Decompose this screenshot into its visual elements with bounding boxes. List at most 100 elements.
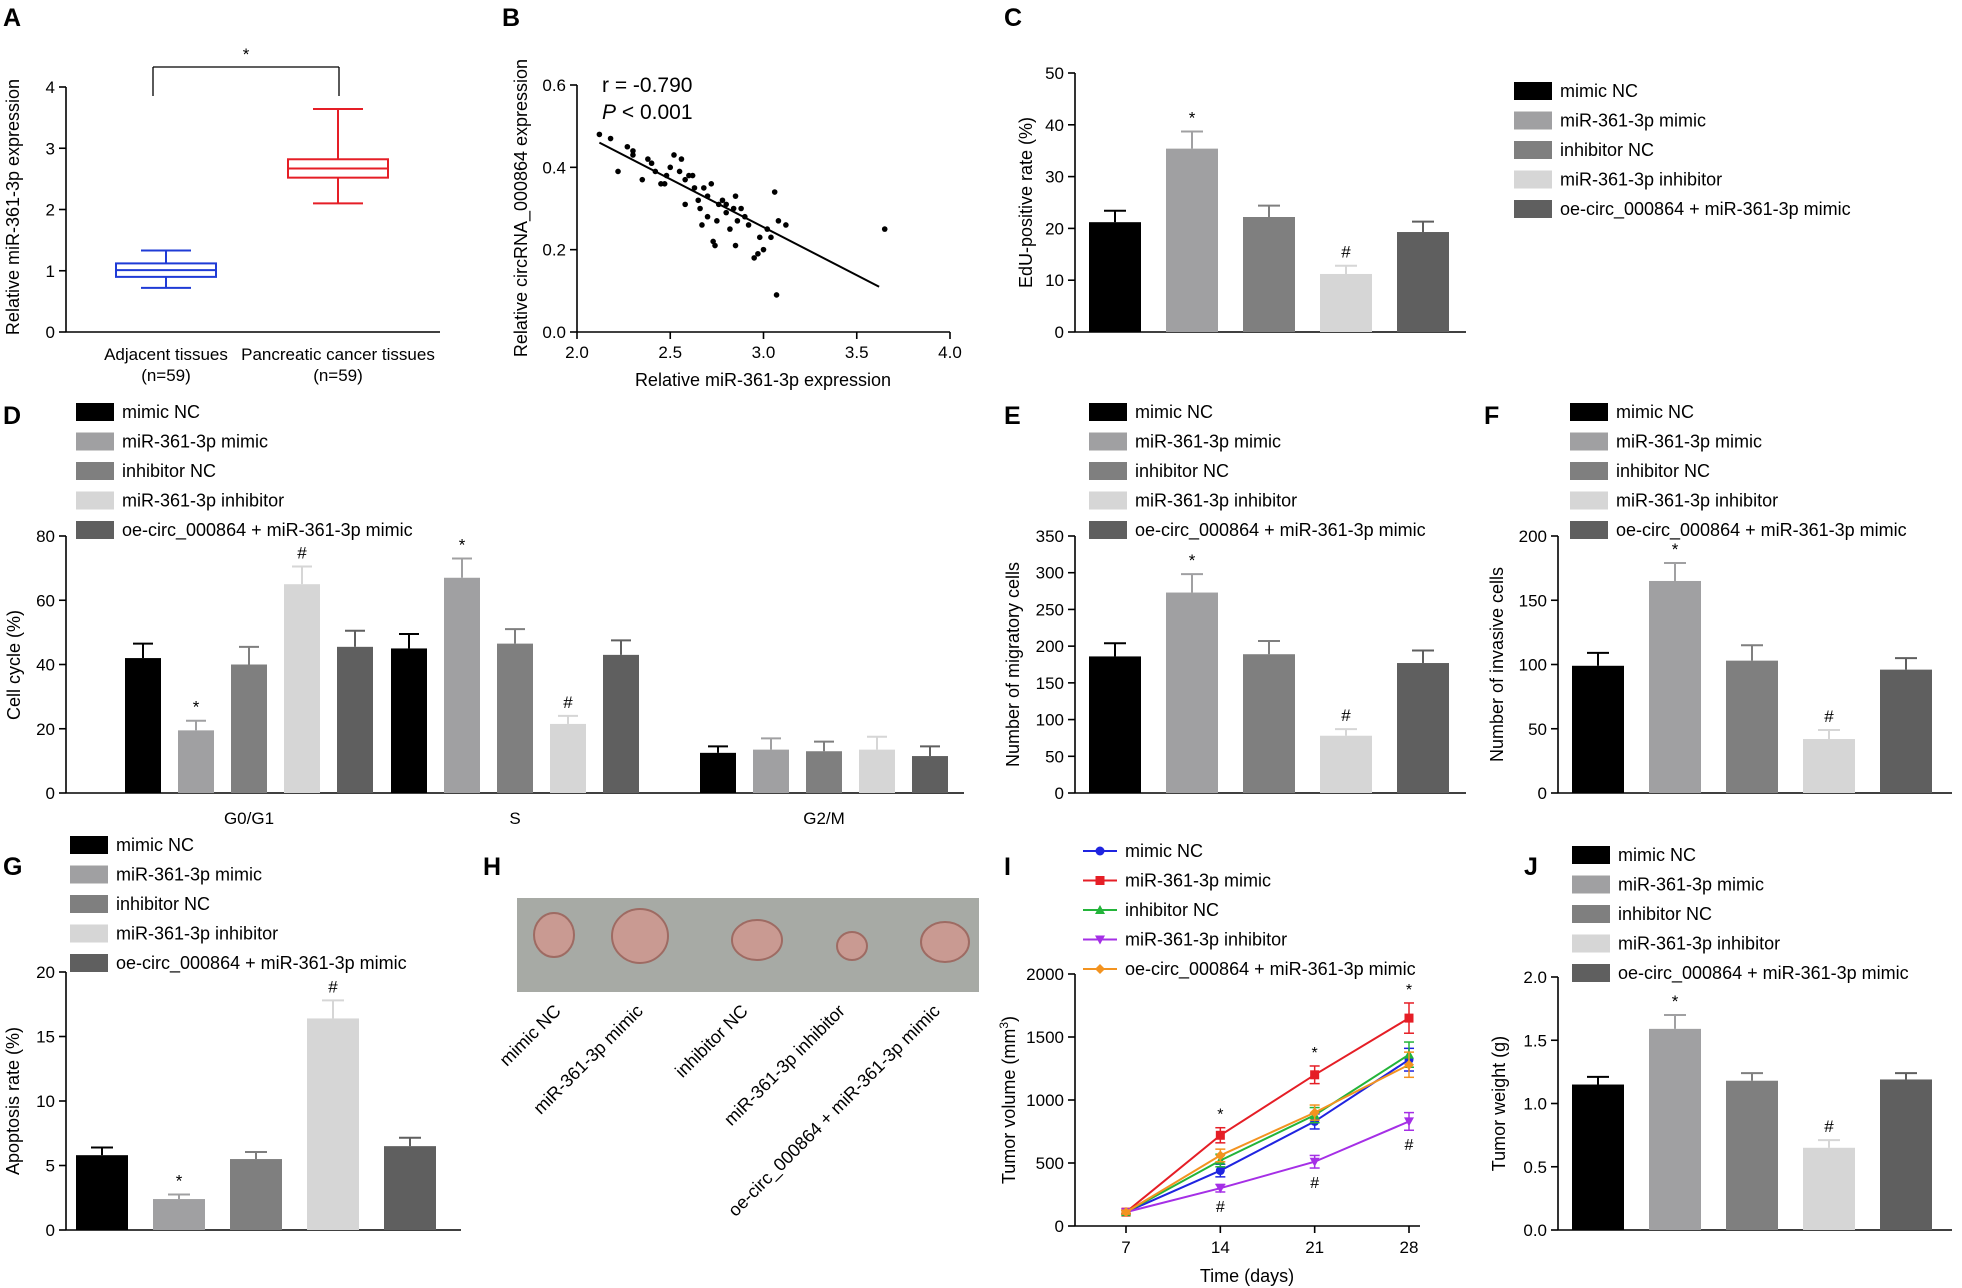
scatter-point	[727, 226, 733, 232]
legend-swatch	[1514, 141, 1552, 159]
bar	[1320, 273, 1372, 332]
data-point	[1215, 1184, 1226, 1194]
legend-swatch	[76, 432, 114, 451]
legend-label: miR-361-3p mimic	[122, 432, 268, 452]
legend-swatch	[1089, 403, 1127, 421]
significance-mark: *	[193, 698, 200, 717]
category-count: (n=59)	[141, 366, 191, 385]
panel-b-scatter: 0.0 0.2 0.4 0.6 Relative circRNA_000864 expr…	[511, 59, 962, 390]
legend-label: mimic NC	[1135, 402, 1213, 422]
legend-swatch	[1514, 82, 1552, 100]
x-tick-label: 28	[1400, 1238, 1419, 1257]
y-tick-label: 100	[1036, 711, 1064, 730]
scatter-point	[714, 218, 720, 224]
y-tick-label: 40	[36, 656, 55, 675]
significance-mark: *	[1312, 1045, 1318, 1062]
y-tick-label: 4	[46, 78, 55, 97]
y-tick-label: 60	[36, 591, 55, 610]
legend-swatch	[1570, 462, 1608, 480]
panel-letter-c: C	[1004, 4, 1022, 32]
panel-a-boxplot: 0 1 2 3 4 Relative miR-361-3p expression Adjac…	[3, 45, 440, 385]
legend-swatch	[1089, 521, 1127, 539]
legend-marker	[1095, 876, 1105, 885]
scatter-point	[775, 218, 782, 224]
bar	[700, 752, 736, 793]
category-label: G0/G1	[224, 809, 274, 828]
significance-mark: *	[243, 45, 250, 64]
legend-label: inhibitor NC	[1618, 904, 1712, 924]
data-point	[1404, 1117, 1414, 1127]
series-line	[1125, 1053, 1410, 1214]
panel-f-bars: 0 50 100 150 200 Number of invasive cells * #	[1487, 527, 1952, 803]
scatter-point	[881, 226, 888, 232]
data-point	[1215, 1130, 1225, 1140]
legend-label: inhibitor NC	[1135, 461, 1229, 481]
y-tick-label: 250	[1036, 600, 1064, 619]
data-point	[1310, 1070, 1320, 1080]
legend-label: oe-circ_000864 + miR-361-3p mimic	[1125, 959, 1416, 980]
scatter-point	[645, 156, 651, 162]
y-tick-label: 50	[1045, 747, 1064, 766]
bar	[1089, 656, 1141, 793]
legend-label: oe-circ_000864 + miR-361-3p mimic	[1560, 199, 1851, 220]
legend-swatch	[1570, 521, 1608, 539]
p-value-label: P < 0.001	[602, 101, 693, 124]
legend-label: miR-361-3p inhibitor	[1135, 491, 1297, 511]
scatter-point	[708, 181, 715, 187]
bar	[337, 646, 373, 793]
legend-swatch	[1089, 462, 1127, 480]
scatter-point	[768, 234, 774, 241]
category-count: (n=59)	[313, 366, 363, 385]
legend-label: miR-361-3p mimic	[1560, 111, 1706, 131]
legend-swatch	[1572, 875, 1610, 894]
tumor-group-label: inhibitor NC	[671, 1001, 752, 1082]
x-tick-label: 2.0	[565, 343, 589, 362]
bar	[1089, 222, 1141, 332]
scatter-point	[730, 205, 737, 212]
scatter-point	[701, 185, 707, 191]
significance-mark: #	[1341, 243, 1351, 262]
scatter-point	[671, 152, 677, 158]
panel-letters: A B C D E F G H I J	[3, 4, 1538, 881]
bar	[912, 756, 948, 793]
y-tick-label: 200	[1519, 527, 1547, 546]
bar	[230, 1159, 282, 1230]
legend-swatch	[76, 462, 114, 480]
panel-j-bars: 0.0 0.5 1.0 1.5 2.0 Tumor weight (g) * #	[1489, 968, 1952, 1240]
legend-swatch	[1514, 170, 1552, 189]
legend-label: mimic NC	[1616, 402, 1694, 422]
legend-swatch	[76, 491, 114, 510]
y-tick-label: 10	[36, 1092, 55, 1111]
bar	[1166, 592, 1218, 793]
y-axis-label: Relative circRNA_000864 expression	[511, 59, 532, 357]
category-label: S	[509, 809, 520, 828]
scatter-point	[682, 201, 688, 208]
bar	[153, 1199, 205, 1230]
series-line	[1125, 1120, 1410, 1214]
y-tick-label: 0	[1055, 323, 1064, 342]
bar	[550, 723, 586, 793]
scatter-point	[607, 135, 614, 142]
panel-letter-h: H	[483, 853, 501, 881]
panel-c-legend: mimic NC miR-361-3p mimic inhibitor NC miR-…	[1514, 81, 1851, 220]
significance-mark: #	[563, 693, 573, 712]
y-tick-label: 0	[46, 323, 55, 342]
scatter-point	[695, 197, 702, 204]
data-point	[1215, 1150, 1226, 1161]
x-tick-label: 3.5	[845, 343, 869, 362]
x-tick-label: 14	[1211, 1238, 1230, 1257]
data-point	[1215, 1166, 1225, 1176]
scatter-point	[661, 181, 668, 187]
significance-mark: #	[1824, 1117, 1834, 1136]
legend-label: miR-361-3p mimic	[1618, 875, 1764, 895]
y-axis-label: Tumor volume (mm3)	[997, 1016, 1019, 1184]
y-axis-label: Relative miR-361-3p expression	[3, 79, 23, 335]
legend-swatch	[1089, 491, 1127, 510]
x-tick-label: 7	[1121, 1238, 1130, 1257]
bar	[444, 577, 480, 793]
y-axis-label: Number of invasive cells	[1487, 567, 1507, 762]
panel-f-legend: mimic NC miR-361-3p mimic inhibitor NC miR-…	[1570, 402, 1907, 541]
y-tick-label: 1500	[1026, 1028, 1064, 1047]
panel-c-bars: 0 10 20 30 40 50 EdU-positive rate (%) * #	[1016, 64, 1466, 342]
